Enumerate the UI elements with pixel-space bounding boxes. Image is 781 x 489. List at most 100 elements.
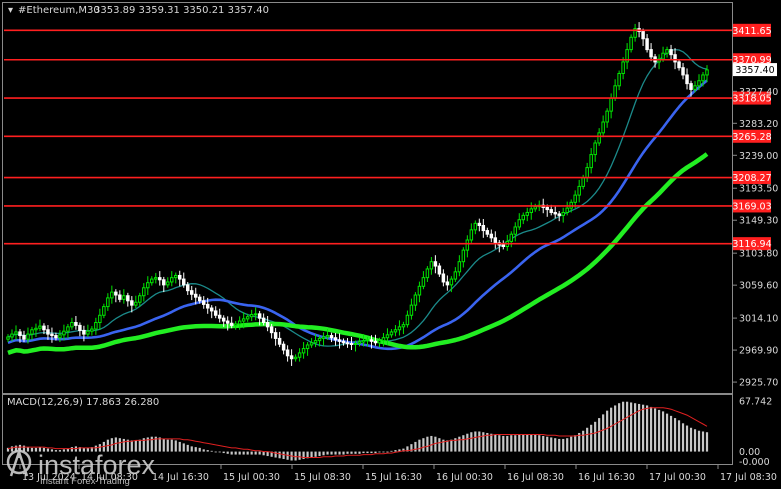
candle: [257, 310, 262, 326]
macd-histogram-bar: [114, 437, 117, 452]
macd-histogram-bar: [282, 451, 285, 460]
candle: [417, 281, 422, 303]
candle: [209, 305, 214, 319]
candle: [22, 330, 26, 343]
candle-body: [693, 85, 697, 90]
candle-body: [289, 355, 294, 360]
candle: [345, 338, 350, 348]
candle: [509, 231, 514, 248]
macd-histogram-bar: [578, 432, 581, 452]
candle: [201, 296, 206, 309]
candle-body: [601, 121, 605, 134]
candle-body: [106, 297, 110, 308]
macd-histogram-bar: [510, 435, 513, 452]
macd-histogram-bar: [697, 430, 701, 452]
candle: [377, 337, 382, 348]
macd-histogram-bar: [689, 427, 693, 452]
candle: [693, 81, 697, 93]
level-tag: [733, 171, 771, 185]
macd-histogram-bar: [414, 441, 417, 452]
moving-averages: [7, 48, 709, 356]
candle: [114, 289, 118, 303]
macd-histogram-bar: [478, 431, 481, 452]
macd-histogram-bar: [665, 413, 669, 452]
candle-body: [353, 343, 358, 345]
candle: [10, 329, 14, 342]
candle: [361, 334, 366, 347]
macd-histogram-bar: [606, 410, 609, 452]
candle: [469, 223, 474, 243]
macd-histogram-bar: [310, 451, 313, 458]
candle-body: [325, 335, 330, 338]
macd-histogram-bar: [262, 451, 265, 456]
candle: [50, 327, 54, 343]
candle: [705, 65, 709, 83]
candle-body: [78, 324, 82, 331]
macd-histogram-bar: [210, 450, 213, 452]
candle: [241, 312, 246, 329]
candle: [301, 342, 306, 359]
candle: [6, 334, 10, 343]
candle-body: [417, 285, 422, 296]
macd-histogram-bar: [677, 420, 681, 452]
candle-body: [22, 335, 26, 340]
candle-body: [661, 52, 665, 60]
level-tag: [733, 23, 771, 37]
candle-body: [86, 330, 90, 335]
candle-body: [225, 320, 230, 324]
candle-body: [54, 335, 58, 339]
candle: [269, 323, 274, 339]
candle-body: [285, 349, 290, 357]
macd-histogram-bar: [230, 451, 233, 455]
candle-body: [485, 230, 490, 235]
candle-body: [365, 339, 370, 342]
macd-histogram-bar: [506, 435, 509, 452]
main-panel-frame: [2, 2, 733, 394]
candle-body: [681, 67, 685, 76]
macd-histogram-bar: [98, 444, 101, 452]
macd-histogram-bar: [178, 441, 181, 452]
candle-body: [333, 337, 338, 341]
macd-indicator: 67.742 0.00-0.000: [6, 397, 772, 468]
candle-body: [401, 324, 406, 328]
candle: [229, 316, 234, 329]
macd-histogram-bar: [422, 438, 425, 452]
macd-histogram-bar: [653, 408, 657, 452]
candle: [166, 277, 170, 288]
candle: [146, 276, 150, 295]
candle: [481, 218, 486, 238]
macd-panel-frame: [2, 394, 733, 465]
macd-histogram-bar: [641, 404, 645, 452]
candle-body: [293, 356, 298, 360]
candle-body: [273, 332, 278, 339]
candle: [150, 276, 154, 286]
candle: [281, 341, 286, 355]
candle-body: [385, 334, 390, 339]
candle-body: [98, 314, 102, 324]
time-tick-label: 16 Jul 16:30: [578, 472, 635, 483]
macd-histogram-bar: [622, 401, 625, 452]
macd-histogram-bar: [202, 449, 205, 452]
candle: [30, 326, 34, 340]
macd-histogram-bar: [430, 435, 433, 452]
candle: [353, 340, 358, 352]
candles: [6, 22, 709, 366]
candle-body: [189, 290, 194, 295]
level-tag: [733, 91, 771, 105]
macd-histogram-bar: [382, 451, 385, 453]
candle: [413, 292, 418, 311]
macd-histogram-bar: [206, 450, 209, 452]
candle: [82, 325, 86, 342]
candle-body: [629, 36, 633, 51]
macd-histogram-bar: [661, 411, 665, 452]
macd-histogram-bar: [302, 451, 305, 460]
candle-body: [158, 277, 162, 281]
candle-body: [553, 211, 557, 215]
candle: [38, 319, 42, 332]
candle-body: [261, 317, 266, 324]
candle: [701, 72, 705, 87]
candle-body: [34, 327, 38, 331]
candle: [461, 247, 466, 268]
candle-body: [585, 167, 589, 179]
